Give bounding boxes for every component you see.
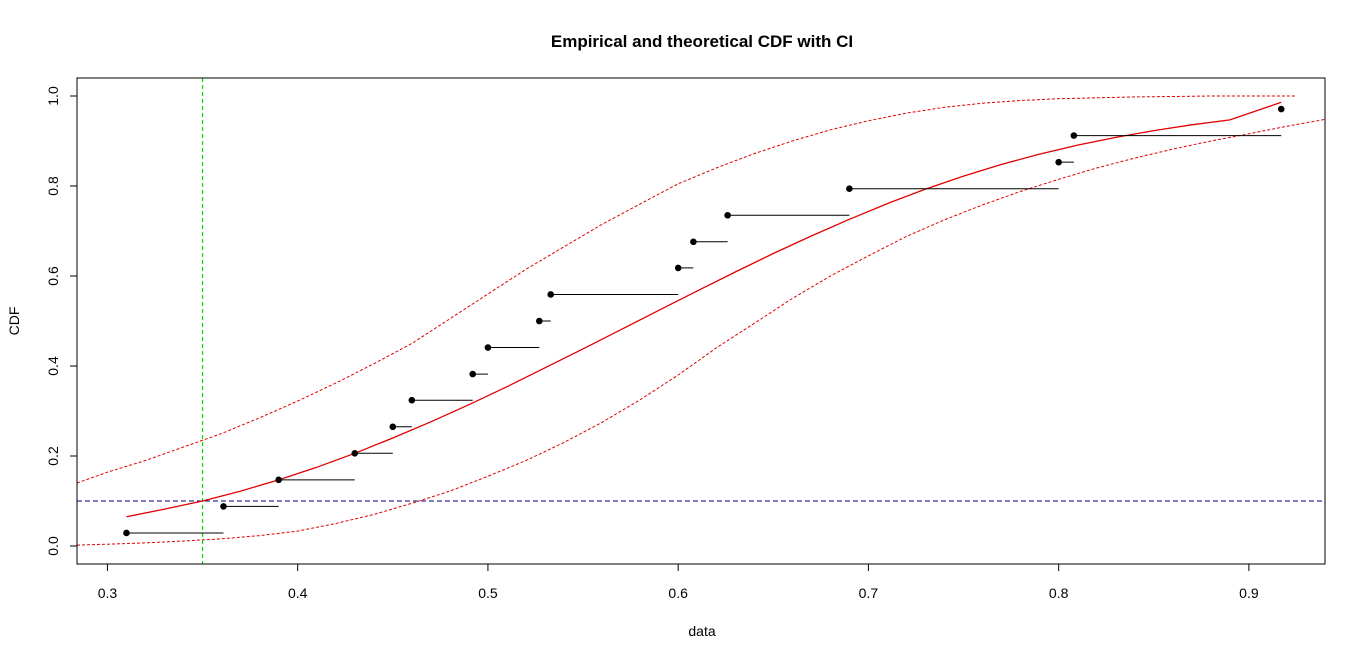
ci-upper-line [77,95,1297,484]
theoretical-cdf-line [126,101,1282,518]
y-axis: 0.0 0.2 0.4 0.6 0.8 1.0 [45,86,77,556]
x-tick-label: 0.3 [98,585,118,601]
y-tick-label: 0.0 [45,536,61,556]
empirical-point [351,450,359,457]
empirical-point [389,423,397,431]
y-tick-label: 0.2 [45,446,61,466]
empirical-point [469,370,477,378]
plot-area [77,78,1325,564]
ci-lower-line [77,118,1325,546]
y-tick-label: 0.4 [45,356,61,376]
x-axis-label: data [688,623,715,639]
empirical-point [1277,105,1285,113]
empirical-point [1055,158,1062,166]
chart-title: Empirical and theoretical CDF with CI [551,32,853,51]
empirical-point [220,503,227,510]
plot-frame [76,77,1326,565]
empirical-point [846,185,853,192]
empirical-point [547,291,555,298]
x-tick-label: 0.6 [668,585,688,601]
y-axis-label: CDF [6,307,22,336]
y-tick-label: 0.8 [45,176,61,196]
x-tick-label: 0.4 [288,585,308,601]
empirical-point [535,317,543,325]
x-tick-label: 0.9 [1239,585,1259,601]
x-axis: 0.3 0.4 0.5 0.6 0.7 0.8 0.9 [98,564,1259,601]
y-tick-label: 0.6 [45,266,61,286]
empirical-point [408,396,416,404]
empirical-point [674,264,682,272]
empirical-point [690,238,697,246]
empirical-point [484,344,492,351]
empirical-point [123,529,130,537]
x-tick-label: 0.8 [1049,585,1069,601]
y-tick-label: 1.0 [45,86,61,106]
empirical-point [724,211,731,219]
x-tick-label: 0.5 [478,585,498,601]
empirical-point [1070,132,1078,139]
x-tick-label: 0.7 [859,585,879,601]
empirical-point [275,476,282,484]
